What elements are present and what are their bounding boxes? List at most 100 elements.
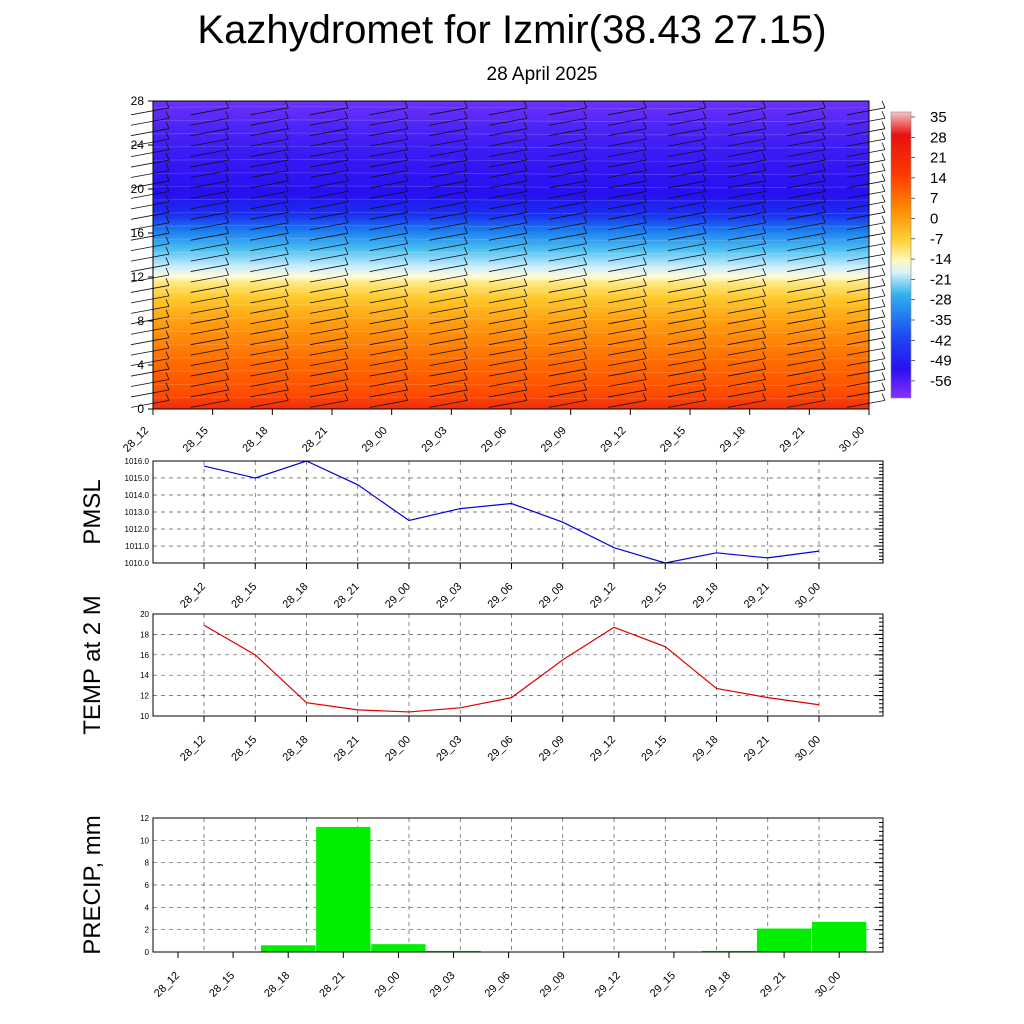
wind-barb-flag — [762, 330, 767, 338]
wind-barb-flag — [821, 299, 826, 307]
wind-barb — [488, 170, 528, 178]
wind-barb-flag — [881, 131, 886, 140]
wind-barb-flag — [881, 163, 886, 171]
wind-barb — [429, 243, 468, 252]
wind-barb — [548, 337, 587, 346]
x-tick-label: 29_00 — [372, 970, 402, 1000]
wind-barb — [548, 232, 587, 241]
wind-barb — [667, 170, 707, 178]
colorbar-label: -28 — [930, 292, 952, 309]
wind-barb — [846, 138, 886, 147]
wind-barb — [727, 211, 766, 220]
wind-barb-flag — [523, 278, 528, 286]
wind-barb-flag — [702, 215, 707, 223]
wind-barb — [488, 201, 528, 210]
y-tick-label: 0 — [145, 948, 150, 957]
wind-barb-flag — [881, 330, 886, 338]
wind-barb — [369, 326, 408, 335]
colorbar-label: 0 — [930, 211, 938, 228]
wind-barb — [369, 222, 408, 231]
wind-barb — [309, 211, 349, 220]
wind-barb — [309, 253, 349, 262]
wind-barb-flag — [583, 205, 588, 213]
wind-barb — [787, 316, 826, 325]
wind-barb — [787, 347, 826, 356]
wind-barb — [190, 180, 229, 189]
wind-barb-flag — [404, 340, 409, 349]
wind-barb-flag — [523, 330, 528, 338]
wind-barb — [190, 274, 229, 283]
wind-barb-flag — [463, 184, 468, 192]
wind-barb — [787, 149, 826, 157]
wind-barb-flag — [881, 382, 886, 391]
panel-frame — [152, 460, 884, 564]
wind-barb — [190, 379, 229, 387]
wind-barb-flag — [642, 236, 647, 244]
wind-barb — [608, 326, 647, 335]
wind-barb — [488, 368, 528, 377]
wind-barb-flag — [165, 351, 170, 359]
colorbar-label: -49 — [930, 353, 952, 370]
wind-barb — [727, 295, 766, 304]
wind-barb-flag — [344, 382, 349, 391]
wind-barb-flag — [762, 299, 767, 307]
wind-barb-flag — [821, 372, 826, 380]
wind-barb — [608, 180, 647, 189]
wind-barb — [488, 347, 528, 356]
wind-barb — [429, 232, 468, 241]
wind-barb-flag — [523, 111, 528, 119]
wind-barb — [667, 117, 707, 126]
wind-barb — [369, 253, 408, 262]
y-tick-label: 1015.0 — [125, 474, 150, 483]
wind-barb — [369, 400, 408, 408]
wind-barb — [130, 128, 170, 137]
precip-panel: 0 2 4 6 8 10 12 28_12 28_15 28_18 28_21 29_00 29_03 2… — [79, 814, 884, 1000]
wind-barb — [130, 138, 170, 147]
wind-barb-flag — [583, 131, 588, 140]
wind-barb — [787, 379, 826, 387]
wind-barb — [667, 274, 707, 283]
wind-barb — [250, 232, 289, 241]
wind-barb-flag — [881, 299, 886, 307]
wind-barb-flag — [762, 382, 767, 391]
wind-barb-flag — [225, 320, 230, 328]
x-tick-label: 28_21 — [332, 734, 362, 764]
wind-barb — [250, 191, 289, 199]
wind-barb-flag — [165, 205, 170, 213]
wind-barb — [429, 222, 468, 231]
wind-barb — [429, 400, 468, 408]
wind-barb — [608, 305, 647, 314]
wind-barb — [309, 400, 349, 408]
wind-barb-flag — [583, 215, 588, 223]
contour-line — [152, 277, 870, 281]
wind-barb-flag — [225, 131, 230, 140]
y-tick-label: 20 — [140, 610, 149, 619]
wind-barb-flag — [881, 152, 886, 161]
wind-barb-flag — [284, 163, 289, 171]
wind-barb — [130, 305, 170, 314]
wind-barb — [727, 316, 766, 325]
y-tick-label: 1012.0 — [125, 525, 150, 534]
wind-barb — [667, 149, 707, 157]
wind-barb — [130, 243, 170, 252]
wind-barb-flag — [642, 361, 647, 370]
wind-barb — [369, 191, 408, 199]
wind-barb-flag — [702, 142, 707, 150]
wind-barb-flag — [463, 361, 468, 370]
wind-barb — [369, 211, 408, 220]
wind-barb — [190, 159, 229, 168]
wind-barb-flag — [702, 351, 707, 359]
colorbar-label: -14 — [930, 251, 952, 268]
wind-barb-flag — [225, 267, 230, 276]
wind-barb-flag — [463, 267, 468, 276]
wind-barb — [309, 180, 349, 189]
wind-barb-flag — [762, 184, 767, 192]
wind-barb — [369, 201, 408, 210]
wind-barb-flag — [404, 393, 409, 401]
wind-barb — [727, 201, 766, 210]
wind-barb-flag — [404, 361, 409, 370]
wind-barb — [488, 243, 528, 252]
wind-barb-flag — [523, 288, 528, 297]
wind-barb-flag — [642, 173, 647, 182]
